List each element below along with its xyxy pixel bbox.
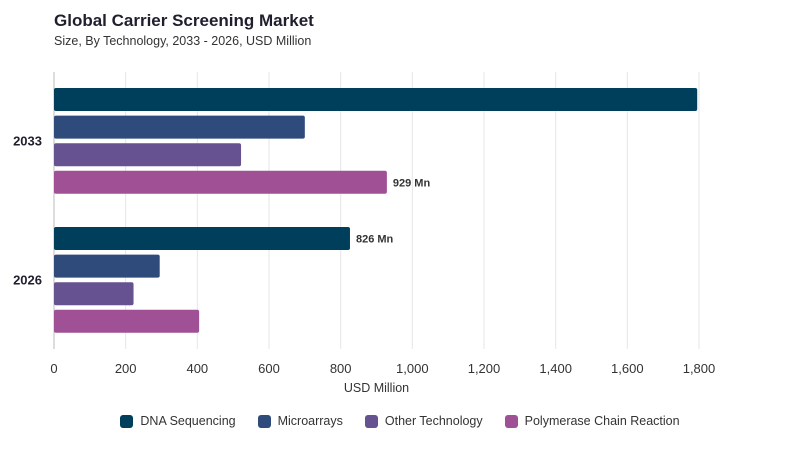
x-tick-label: 800 xyxy=(330,361,352,376)
legend-item: Microarrays xyxy=(257,414,343,428)
x-tick-label: 1,800 xyxy=(683,361,716,376)
bar xyxy=(54,282,134,306)
legend-label: Other Technology xyxy=(384,414,483,428)
bar xyxy=(54,143,242,167)
bar xyxy=(54,254,160,278)
bar xyxy=(54,227,350,250)
category-label: 2033 xyxy=(13,133,42,148)
x-tick-label: 200 xyxy=(115,361,137,376)
x-tick-label: 400 xyxy=(186,361,208,376)
legend-label: Microarrays xyxy=(277,414,343,428)
legend-swatch xyxy=(257,414,271,428)
x-tick-label: 0 xyxy=(50,361,57,376)
chart-subtitle: Size, By Technology, 2033 - 2026, USD Mi… xyxy=(54,34,312,48)
legend-label: Polymerase Chain Reaction xyxy=(524,414,680,428)
chart-legend: DNA Sequencing Microarrays Other Technolog… xyxy=(0,414,800,428)
legend-item: Polymerase Chain Reaction xyxy=(504,414,680,428)
category-label: 2026 xyxy=(13,272,42,287)
legend-item: Other Technology xyxy=(364,414,483,428)
legend-item: DNA Sequencing xyxy=(120,414,236,428)
chart-title: Global Carrier Screening Market xyxy=(54,11,314,30)
bar xyxy=(54,309,200,333)
data-label: 929 Mn xyxy=(393,177,431,189)
x-tick-label: 1,400 xyxy=(539,361,572,376)
bar-chart: 0 200 400 600 800 1,000 1,200 1,400 1,600 1,800 US… xyxy=(13,72,716,395)
legend-swatch xyxy=(120,414,134,428)
bar xyxy=(54,88,698,111)
legend-swatch xyxy=(504,414,518,428)
legend-swatch xyxy=(364,414,378,428)
x-tick-label: 1,200 xyxy=(468,361,501,376)
x-tick-label: 1,000 xyxy=(396,361,429,376)
x-tick-label: 1,600 xyxy=(611,361,644,376)
bar xyxy=(54,115,305,139)
x-tick-label: 600 xyxy=(258,361,280,376)
legend-label: DNA Sequencing xyxy=(140,414,236,428)
data-label: 826 Mn xyxy=(356,234,394,246)
x-axis-title: USD Million xyxy=(344,381,409,395)
bar xyxy=(54,170,387,194)
